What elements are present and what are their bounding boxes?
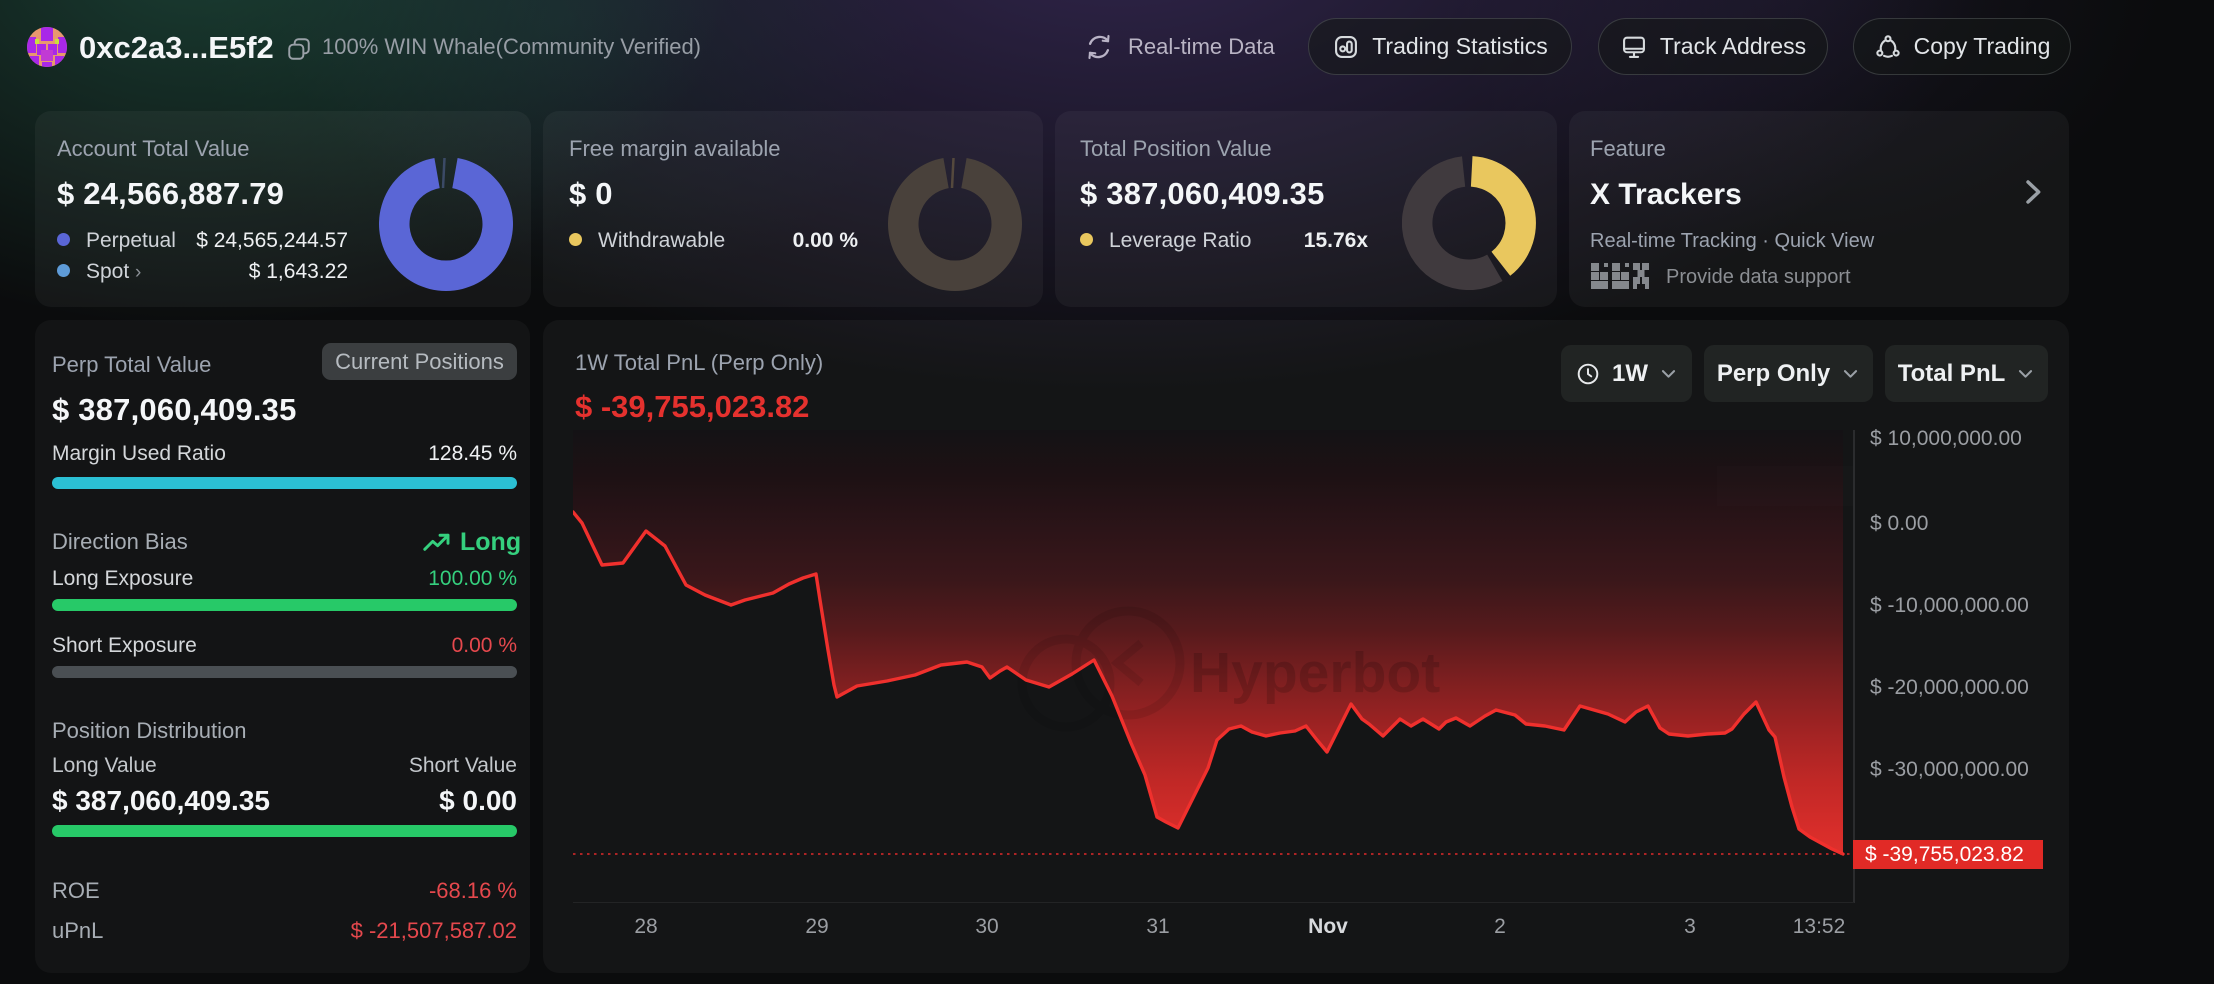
- svg-text:Hyperbot: Hyperbot: [1190, 641, 1440, 705]
